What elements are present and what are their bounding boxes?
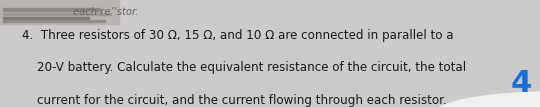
Text: current for the circuit, and the current flowing through each resistor.: current for the circuit, and the current… bbox=[22, 94, 447, 107]
Text: 4.  Three resistors of 30 Ω, 15 Ω, and 10 Ω are connected in parallel to a: 4. Three resistors of 30 Ω, 15 Ω, and 10… bbox=[22, 29, 453, 42]
Text: 20-V battery. Calculate the equivalent resistance of the circuit, the total: 20-V battery. Calculate the equivalent r… bbox=[22, 61, 465, 74]
Circle shape bbox=[432, 92, 540, 107]
Bar bbox=[3, 13, 111, 15]
Bar bbox=[0, 0, 119, 24]
Text: 4: 4 bbox=[511, 69, 532, 98]
Bar bbox=[3, 20, 105, 22]
Text: each re’’stor.: each re’’stor. bbox=[73, 7, 138, 17]
Bar bbox=[3, 8, 100, 11]
Bar bbox=[3, 17, 89, 19]
